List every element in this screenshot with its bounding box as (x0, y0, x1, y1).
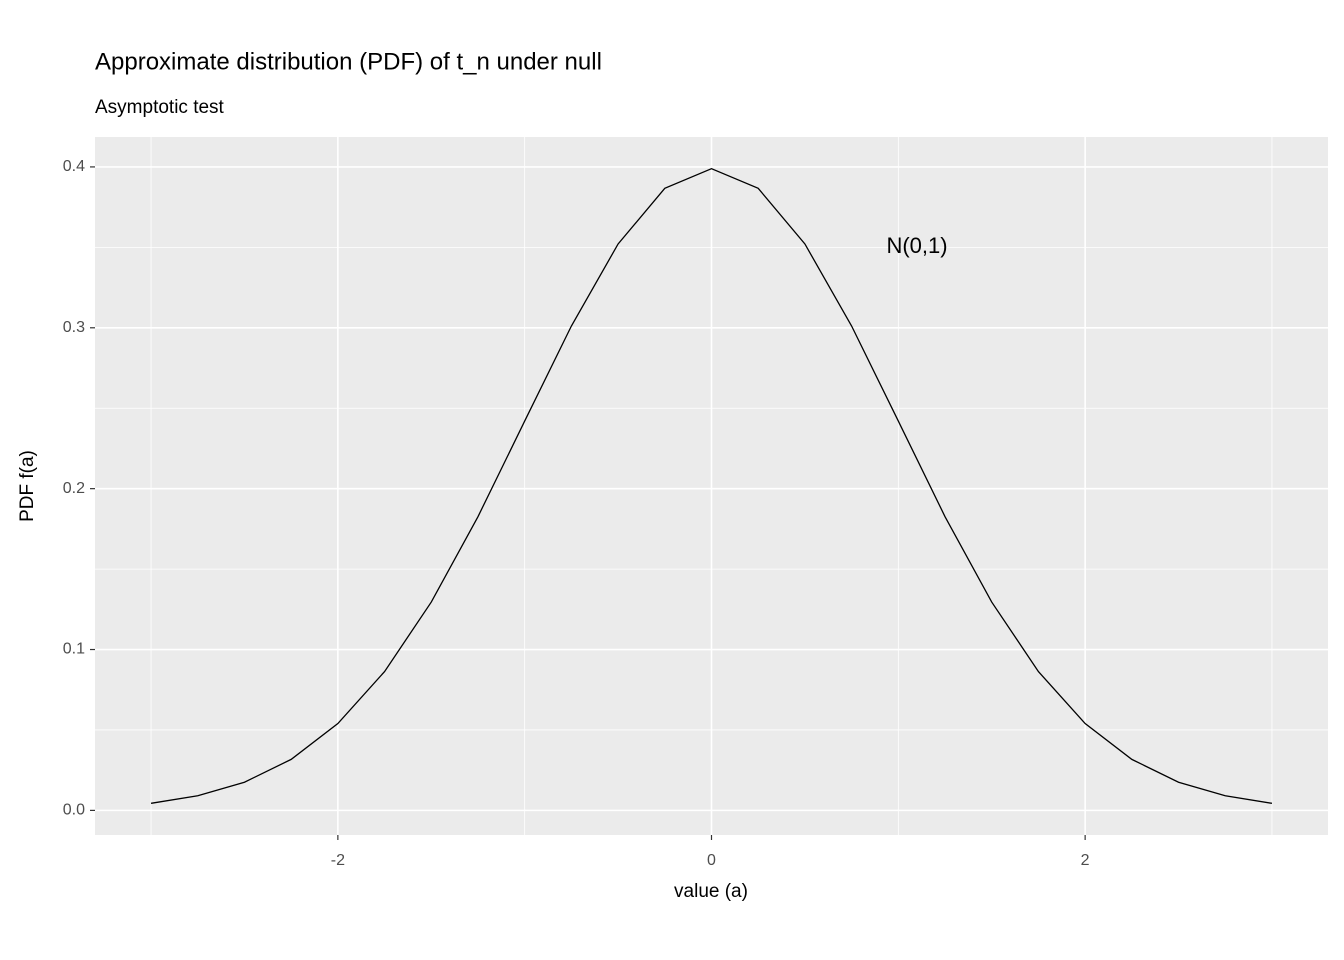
x-tick-label: -2 (331, 852, 345, 869)
y-tick-label: 0.4 (63, 158, 85, 175)
density-line (150, 167, 1273, 804)
annotation: N(0,1) (886, 233, 947, 258)
y-axis-title: PDF f(a) (17, 450, 38, 522)
x-tick-label: 2 (1081, 852, 1090, 869)
y-tick-label: 0.3 (63, 319, 85, 336)
chart-title: Approximate distribution (PDF) of t_n un… (95, 48, 602, 75)
x-tick-label: 0 (707, 852, 716, 869)
x-axis-title: value (a) (674, 881, 748, 902)
chart-subtitle: Asymptotic test (95, 97, 225, 118)
y-tick-label: 0.1 (63, 641, 85, 658)
y-tick-label: 0.2 (63, 480, 85, 497)
y-tick-label: 0.0 (63, 802, 85, 819)
